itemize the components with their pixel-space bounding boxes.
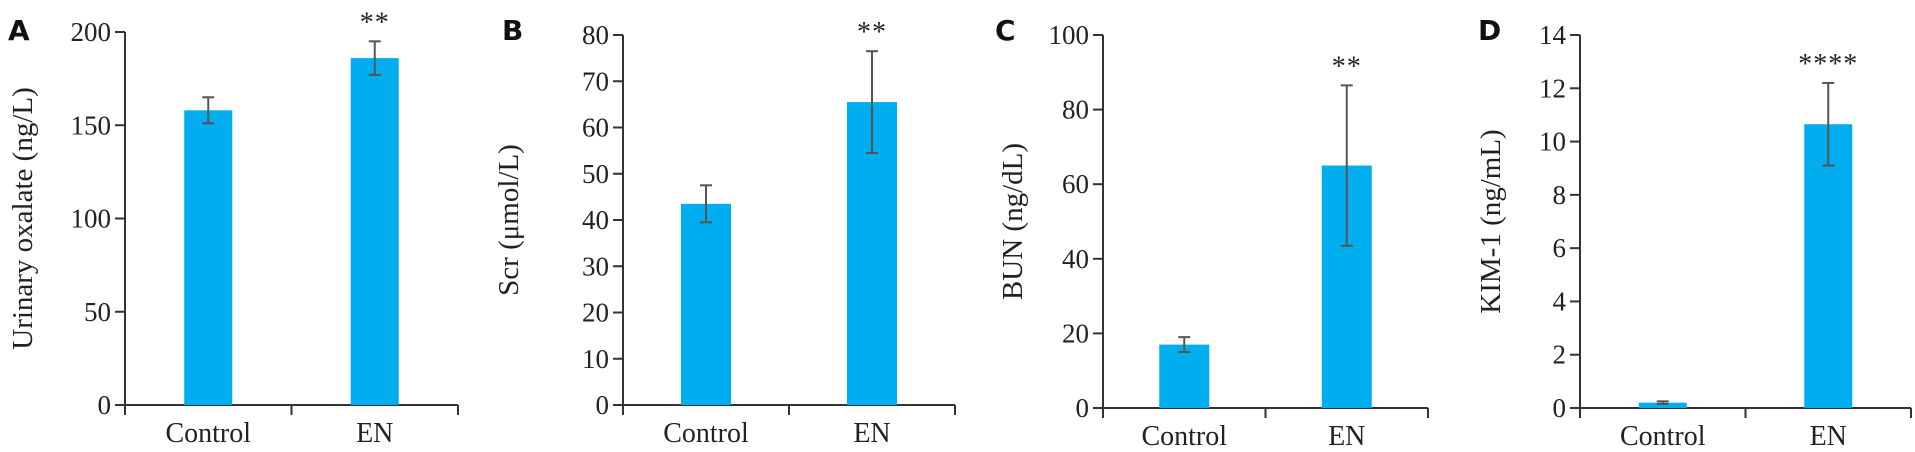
- y-tick-label: 10: [582, 344, 609, 374]
- y-tick-label: 100: [71, 204, 112, 234]
- x-tick-label: EN: [853, 418, 890, 449]
- y-tick-label: 60: [582, 113, 609, 143]
- y-tick-label: 6: [1553, 233, 1567, 263]
- y-axis-title: Scr (μmol/L): [493, 144, 525, 296]
- y-tick-label: 10: [1539, 127, 1566, 157]
- chart-panel-d: D 0 2 4 6 8 10 12 14 Control **** EN KIM-1 (ng/mL): [1475, 14, 1912, 452]
- bar-control: [1159, 344, 1210, 408]
- y-tick-label: 20: [582, 298, 609, 328]
- y-tick-label: 4: [1553, 286, 1567, 316]
- significance-label: **: [857, 17, 887, 48]
- bar-en: [1804, 124, 1853, 408]
- y-tick-label: 50: [582, 159, 609, 189]
- x-tick-label: Control: [1620, 421, 1706, 452]
- y-tick-label: 0: [1553, 393, 1567, 423]
- y-tick-label: 20: [1062, 318, 1089, 348]
- x-tick-label: Control: [165, 418, 251, 449]
- y-tick-label: 0: [596, 390, 610, 420]
- y-axis-title: KIM-1 (ng/mL): [1475, 129, 1507, 313]
- y-tick-label: 40: [582, 205, 609, 235]
- y-tick-label: 100: [1049, 20, 1090, 50]
- y-tick-label: 150: [71, 110, 112, 140]
- bar-control: [1638, 402, 1687, 408]
- y-tick-label: 200: [71, 17, 112, 47]
- x-tick-label: EN: [1810, 421, 1847, 452]
- y-axis-title: Urinary oxalate (ng/L): [7, 87, 39, 350]
- y-tick-label: 14: [1539, 20, 1567, 50]
- y-tick-label: 0: [1076, 393, 1090, 423]
- bar-en: [350, 58, 399, 406]
- y-tick-label: 60: [1062, 169, 1089, 199]
- significance-label: ****: [1798, 49, 1858, 80]
- significance-label: **: [1332, 51, 1362, 82]
- significance-label: **: [360, 7, 390, 38]
- panel-letter: B: [502, 14, 523, 47]
- y-tick-label: 40: [1062, 244, 1089, 274]
- y-axis-title: BUN (ng/dL): [997, 143, 1029, 300]
- y-tick-label: 12: [1539, 73, 1566, 103]
- x-tick-label: Control: [1141, 421, 1227, 452]
- y-tick-label: 0: [98, 390, 112, 420]
- x-tick-label: Control: [663, 418, 749, 449]
- x-tick-label: EN: [1328, 421, 1365, 452]
- y-tick-label: 2: [1553, 340, 1567, 370]
- panel-letter: D: [1478, 14, 1501, 47]
- panel-letter: C: [995, 14, 1016, 47]
- y-tick-label: 80: [582, 20, 609, 50]
- bar-control: [681, 203, 731, 405]
- chart-panel-a: A 0 50 100 150 200 Control ** EN Urinary oxalate …: [7, 7, 459, 449]
- y-tick-label: 50: [84, 297, 111, 327]
- bar-control: [184, 110, 233, 405]
- y-tick-label: 80: [1062, 95, 1089, 125]
- chart-panel-c: C 0 20 40 60 80 100 Control ** EN BUN (ng/dL): [995, 14, 1429, 452]
- y-tick-label: 30: [582, 251, 609, 281]
- x-tick-label: EN: [356, 418, 393, 449]
- y-tick-label: 8: [1553, 180, 1567, 210]
- chart-panel-b: B 0 10 20 30 40 50 60 70 80 Control ** EN Scr (μmol/L…: [493, 14, 956, 449]
- panel-letter: A: [8, 14, 30, 47]
- y-tick-label: 70: [582, 66, 609, 96]
